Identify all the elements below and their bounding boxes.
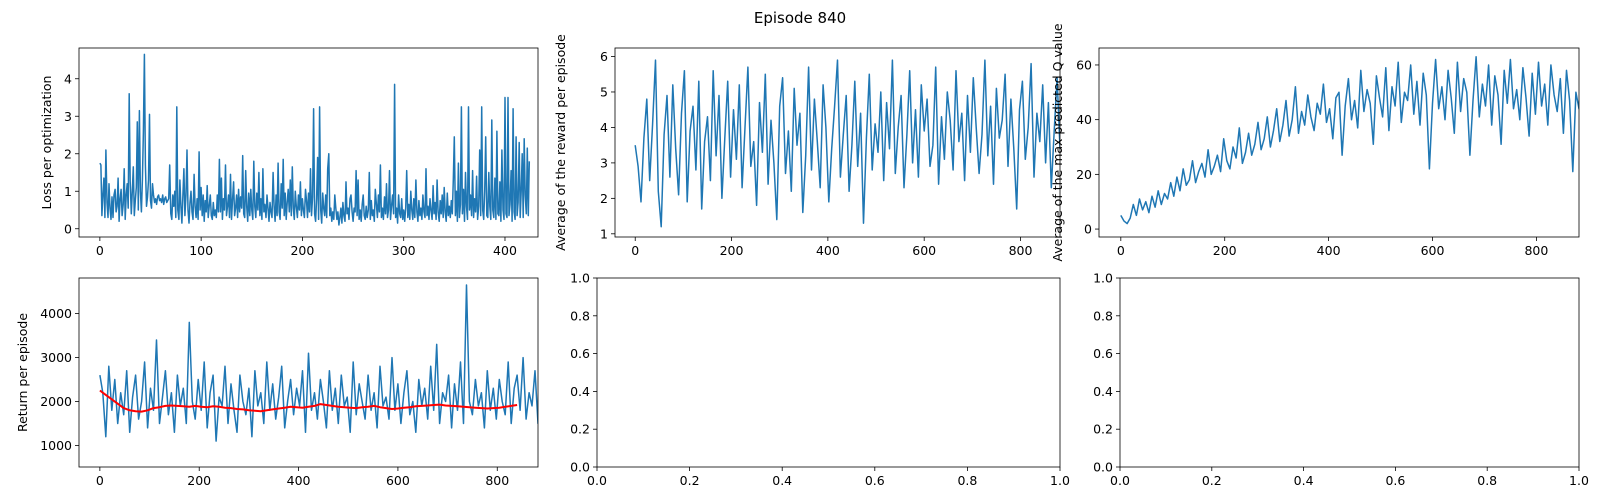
x-tick-label: 400 bbox=[1317, 243, 1341, 258]
y-tick-label: 2000 bbox=[40, 394, 72, 409]
x-tick-label: 800 bbox=[1009, 243, 1033, 258]
y-tick-label: 1000 bbox=[40, 438, 72, 453]
y-axis-label: Average of the max predicted Q value bbox=[1050, 23, 1065, 262]
series-line bbox=[99, 284, 538, 442]
x-tick-label: 0.0 bbox=[1110, 473, 1130, 488]
y-tick-label: 1 bbox=[600, 226, 608, 241]
x-tick-label: 200 bbox=[720, 243, 744, 258]
x-tick-label: 400 bbox=[493, 243, 517, 258]
x-tick-label: 400 bbox=[287, 473, 311, 488]
x-tick-label: 1.0 bbox=[1050, 473, 1070, 488]
y-tick-label: 0.2 bbox=[1093, 422, 1113, 437]
x-tick-label: 800 bbox=[485, 473, 509, 488]
x-tick-label: 0.4 bbox=[1294, 473, 1314, 488]
y-tick-label: 0.4 bbox=[1093, 384, 1113, 399]
x-tick-label: 300 bbox=[392, 243, 416, 258]
x-tick-label: 0 bbox=[1117, 243, 1125, 258]
x-tick-label: 0.4 bbox=[772, 473, 792, 488]
x-tick-label: 0.6 bbox=[865, 473, 885, 488]
x-tick-label: 1.0 bbox=[1569, 473, 1589, 488]
subplot-empty-2: 0.0 0.2 0.4 0.6 0.8 1.0 0.0 0.2 0.4 0.6 0.8 1.0 bbox=[1093, 271, 1589, 489]
x-tick-label: 0.2 bbox=[680, 473, 700, 488]
y-tick-label: 1.0 bbox=[1093, 271, 1113, 286]
y-axis-label: Average of the reward per episode bbox=[553, 34, 568, 251]
x-tick-label: 0.8 bbox=[957, 473, 977, 488]
x-tick-label: 0.6 bbox=[1385, 473, 1405, 488]
axes-frame bbox=[596, 277, 1061, 468]
x-tick-label: 200 bbox=[290, 243, 314, 258]
x-tick-label: 0.8 bbox=[1477, 473, 1497, 488]
axes-frame bbox=[78, 277, 539, 468]
y-tick-label: 4000 bbox=[40, 306, 72, 321]
axes-frame bbox=[78, 47, 539, 238]
x-tick-label: 0.2 bbox=[1202, 473, 1222, 488]
x-tick-label: 100 bbox=[189, 243, 213, 258]
subplot-reward: 0 200 400 600 800 1 2 3 4 5 6 Average of the reward… bbox=[553, 34, 1061, 258]
y-tick-label: 0.6 bbox=[570, 346, 590, 361]
y-tick-label: 6 bbox=[600, 49, 608, 64]
x-tick-label: 0.0 bbox=[587, 473, 607, 488]
y-tick-label: 0.0 bbox=[570, 460, 590, 475]
y-tick-label: 4 bbox=[600, 120, 608, 135]
y-tick-label: 4 bbox=[64, 71, 72, 86]
y-tick-label: 2 bbox=[64, 146, 72, 161]
axes-frame bbox=[614, 47, 1061, 238]
y-tick-label: 20 bbox=[1076, 167, 1092, 182]
axes-frame bbox=[1119, 277, 1580, 468]
x-tick-label: 600 bbox=[912, 243, 936, 258]
y-tick-label: 0.2 bbox=[570, 422, 590, 437]
y-tick-label: 0.8 bbox=[1093, 308, 1113, 323]
x-tick-label: 600 bbox=[386, 473, 410, 488]
series-line bbox=[634, 59, 1060, 228]
y-tick-label: 0.8 bbox=[570, 308, 590, 323]
y-axis-label: Loss per optimization bbox=[39, 76, 54, 210]
x-tick-label: 0 bbox=[96, 473, 104, 488]
y-tick-label: 1.0 bbox=[570, 271, 590, 286]
y-tick-label: 1 bbox=[64, 184, 72, 199]
y-tick-label: 0.6 bbox=[1093, 346, 1113, 361]
y-tick-label: 0 bbox=[1084, 222, 1092, 237]
y-tick-label: 5 bbox=[600, 84, 608, 99]
y-tick-label: 0 bbox=[64, 221, 72, 236]
figure-title: Episode 840 bbox=[754, 9, 846, 27]
x-tick-label: 800 bbox=[1524, 243, 1548, 258]
subplot-return: 0 200 400 600 800 1000 2000 3000 4000 Return per … bbox=[15, 277, 539, 488]
y-tick-label: 0.0 bbox=[1093, 460, 1113, 475]
series-line bbox=[1120, 56, 1579, 225]
subplot-qvalue: 0 200 400 600 800 0 20 40 60 Average of the max p… bbox=[1050, 23, 1580, 262]
x-tick-label: 200 bbox=[187, 473, 211, 488]
y-tick-label: 2 bbox=[600, 191, 608, 206]
y-tick-label: 60 bbox=[1076, 57, 1092, 72]
y-tick-label: 0.4 bbox=[570, 384, 590, 399]
series-line-mean bbox=[99, 389, 518, 413]
subplot-loss: 0 100 200 300 400 0 1 2 3 4 Loss per optimization bbox=[39, 47, 539, 258]
x-tick-label: 200 bbox=[1213, 243, 1237, 258]
subplot-empty-1: 0.0 0.2 0.4 0.6 0.8 1.0 0.0 0.2 0.4 0.6 0.8 1.0 bbox=[570, 271, 1070, 489]
axes-frame bbox=[1098, 47, 1580, 238]
series-line bbox=[99, 53, 531, 226]
y-tick-label: 40 bbox=[1076, 112, 1092, 127]
y-tick-label: 3 bbox=[600, 155, 608, 170]
y-axis-label: Return per episode bbox=[15, 313, 30, 432]
x-tick-label: 0 bbox=[96, 243, 104, 258]
x-tick-label: 600 bbox=[1421, 243, 1445, 258]
y-tick-label: 3000 bbox=[40, 350, 72, 365]
y-tick-label: 3 bbox=[64, 109, 72, 124]
x-tick-label: 0 bbox=[631, 243, 639, 258]
x-tick-label: 400 bbox=[816, 243, 840, 258]
